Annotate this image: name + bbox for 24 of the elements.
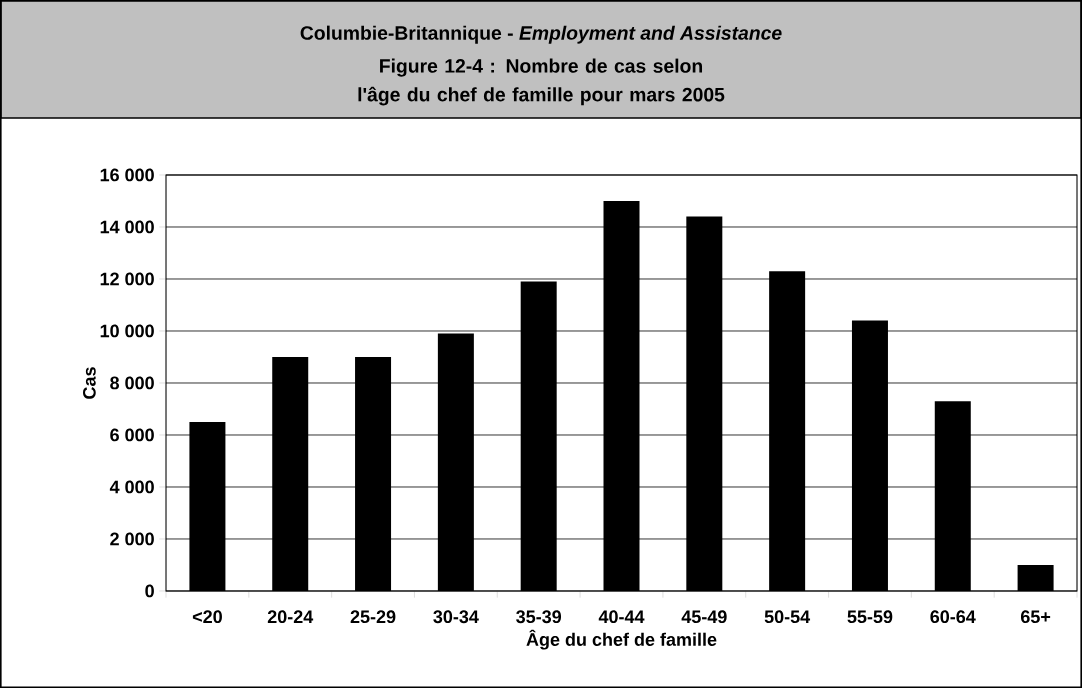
y-tick-label: 6 000 [110,428,154,442]
x-tick-label: 45-49 [681,610,727,624]
chart-title: Columbie-Britannique - Employment and Assistance [300,25,782,44]
x-tick-label: 55-59 [847,610,893,624]
y-tick-label: 8 000 [110,376,154,390]
x-tick-label: 50-54 [764,610,811,624]
x-axis-title: Âge du chef de famille [526,629,717,650]
y-tick-label: 4 000 [109,480,154,494]
x-tick-label: 20-24 [267,610,314,624]
x-tick-label: 25-29 [350,610,396,624]
x-tick-label: 40-44 [598,610,645,624]
chart-subtitle: Figure 12-4 : Nombre de cas selon l'âge du chef de famille pour mars 2005 [358,58,725,106]
y-tick-label: 2 000 [110,532,154,546]
x-tick-label: 65+ [1020,610,1051,624]
y-tick-label: 14 000 [100,220,154,234]
y-tick-label: 0 [145,584,154,598]
y-tick-label: 12 000 [100,272,154,286]
y-tick-label: 10 000 [100,324,154,338]
x-tick-label: 30-34 [433,610,479,624]
x-tick-label: <20 [192,610,222,624]
y-tick-label: 16 000 [100,168,154,182]
y-axis-title: Cas [83,367,96,399]
x-tick-label: 60-64 [930,610,976,624]
x-tick-label: 35-39 [516,610,562,624]
